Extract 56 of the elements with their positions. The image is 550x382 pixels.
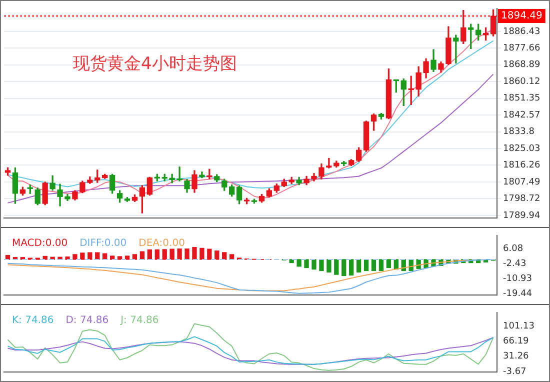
bar <box>207 248 212 260</box>
y-tick-label: 1807.49 <box>503 177 540 188</box>
bar <box>319 259 324 272</box>
bar <box>334 259 339 275</box>
ref-line-label: 1894.49 <box>501 10 542 22</box>
y-tick-label: 1868.89 <box>503 60 540 70</box>
bar <box>296 259 302 267</box>
series-label: J: 74.86 <box>120 314 159 326</box>
y-tick-label: 6.08 <box>503 244 524 254</box>
series-label: D: 74.86 <box>66 314 109 326</box>
y-tick-label: -10.93 <box>503 274 532 284</box>
y-tick-label: 1842.57 <box>503 110 540 120</box>
series-label: DIFF:0.00 <box>80 238 127 249</box>
y-tick-label: 1798.72 <box>503 194 540 204</box>
bar <box>72 254 78 260</box>
text: DEA:0.00 <box>138 238 185 249</box>
bar <box>386 259 392 268</box>
y-tick-label: 1851.35 <box>503 94 540 104</box>
y-tick-label: 1886.43 <box>503 26 540 37</box>
bar <box>222 252 227 260</box>
y-tick-label: 1877.66 <box>503 43 540 54</box>
bar <box>312 259 316 270</box>
bar <box>177 248 182 260</box>
y-tick-label: 1833.8 <box>503 127 535 138</box>
y-tick-label: 1816.26 <box>503 160 540 171</box>
bar <box>124 256 130 260</box>
text: K: 74.86 <box>12 314 54 326</box>
bar <box>170 248 174 260</box>
bar <box>80 252 85 260</box>
bar <box>117 256 122 260</box>
y-tick-label: -3.67 <box>503 366 526 377</box>
y-tick-label: -19.44 <box>503 289 532 300</box>
y-tick-label: 31.26 <box>503 352 530 362</box>
bar <box>371 259 376 272</box>
bar <box>200 248 204 260</box>
bar <box>140 251 145 260</box>
bar <box>132 254 138 260</box>
y-tick-label: 66.19 <box>503 336 530 347</box>
bar <box>162 249 167 260</box>
y-tick-label: 1825.03 <box>503 144 540 154</box>
bar <box>154 249 160 260</box>
bar <box>356 259 362 272</box>
bar <box>184 248 190 260</box>
y-tick-label: -2.43 <box>503 259 526 270</box>
y-tick-label: 1860.12 <box>503 76 540 87</box>
y-tick-label: 1789.94 <box>503 210 540 221</box>
series-label: MACD:0.00 <box>12 238 68 249</box>
text: 现货黄金4小时走势图 <box>73 54 237 74</box>
y-tick-label: 101.13 <box>503 322 534 332</box>
bar <box>214 250 220 260</box>
bar <box>192 247 197 260</box>
bar <box>378 259 384 272</box>
bar <box>349 259 354 276</box>
bar <box>304 259 309 268</box>
bar <box>342 259 346 276</box>
bar <box>326 259 332 272</box>
